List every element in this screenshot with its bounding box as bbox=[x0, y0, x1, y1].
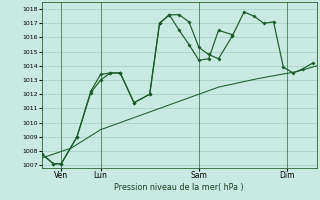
X-axis label: Pression niveau de la mer( hPa ): Pression niveau de la mer( hPa ) bbox=[114, 183, 244, 192]
